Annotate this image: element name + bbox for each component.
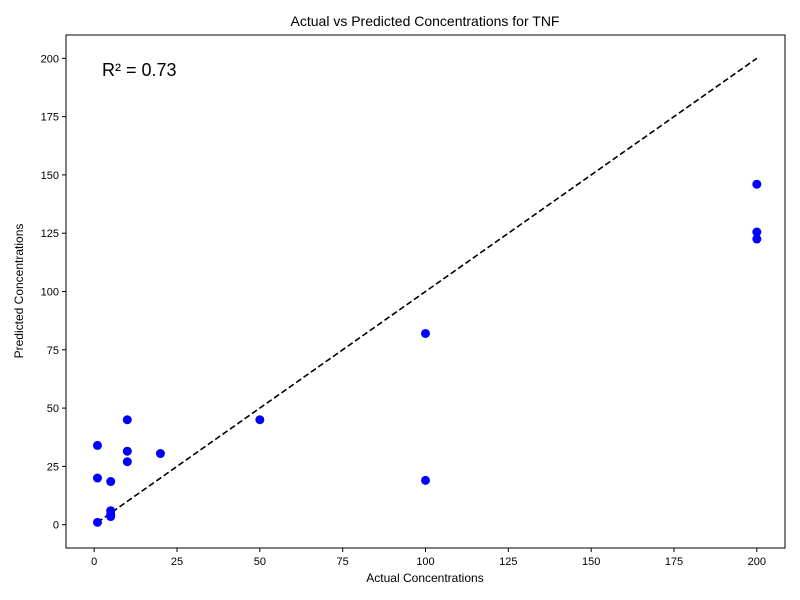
data-point (155, 449, 165, 459)
y-tick-label: 200 (41, 53, 59, 65)
data-point (92, 440, 102, 450)
chart-title: Actual vs Predicted Concentrations for T… (291, 13, 560, 29)
data-point (122, 457, 132, 467)
y-tick-label: 25 (47, 461, 59, 473)
data-point (421, 475, 430, 485)
y-axis-label: Predicted Concentrations (12, 224, 26, 359)
y-tick-label: 0 (53, 520, 59, 532)
x-axis-label: Actual Concentrations (366, 571, 483, 585)
x-tick-label: 150 (582, 556, 600, 568)
y-tick-label: 175 (41, 112, 59, 124)
data-point (106, 506, 116, 516)
x-tick-label: 100 (416, 556, 434, 568)
data-point (421, 328, 430, 338)
data-points (92, 179, 762, 527)
x-tick-label: 50 (254, 556, 266, 568)
y-tick-label: 75 (47, 345, 59, 357)
x-tick-label: 0 (91, 556, 97, 568)
data-point (92, 517, 102, 527)
x-tick-label: 200 (748, 556, 766, 568)
r-squared-annotation: R² = 0.73 (102, 60, 177, 80)
data-point (752, 234, 762, 244)
y-tick-label: 50 (47, 403, 59, 415)
data-point (752, 227, 762, 237)
y-tick-label: 125 (41, 228, 59, 240)
y-tick-label: 150 (41, 170, 59, 182)
data-point (92, 473, 102, 483)
y-axis: 0 25 50 75 100 125 150 175 200 (41, 53, 66, 532)
data-point (106, 477, 116, 487)
data-point (255, 415, 265, 425)
data-point (122, 415, 132, 425)
data-point (752, 179, 762, 189)
identity-reference-line (97, 57, 758, 524)
x-tick-label: 75 (337, 556, 349, 568)
x-tick-label: 25 (171, 556, 183, 568)
y-tick-label: 100 (41, 287, 59, 299)
x-tick-label: 175 (665, 556, 683, 568)
x-axis: 0 25 50 75 100 125 150 175 200 (91, 548, 766, 568)
x-tick-label: 125 (499, 556, 517, 568)
data-point (122, 446, 132, 456)
